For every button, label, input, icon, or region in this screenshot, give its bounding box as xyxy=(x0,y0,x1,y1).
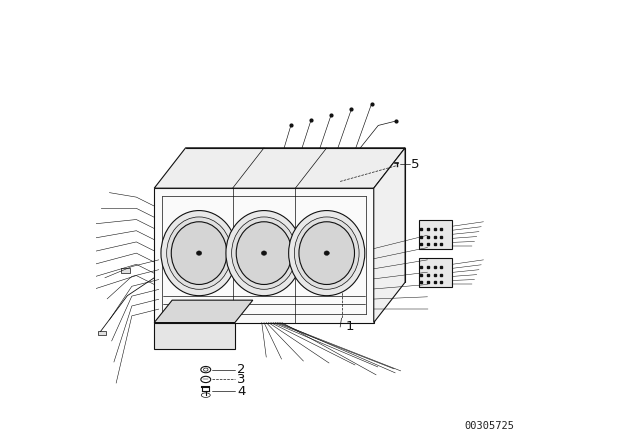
Text: 3: 3 xyxy=(237,373,246,386)
FancyBboxPatch shape xyxy=(99,331,106,335)
Polygon shape xyxy=(154,148,405,188)
Text: 5: 5 xyxy=(412,158,420,171)
Text: 4: 4 xyxy=(237,384,246,398)
FancyBboxPatch shape xyxy=(419,220,452,249)
Text: 1: 1 xyxy=(346,319,355,333)
FancyBboxPatch shape xyxy=(161,225,171,239)
Ellipse shape xyxy=(161,211,237,296)
Ellipse shape xyxy=(294,217,359,289)
Ellipse shape xyxy=(196,251,202,255)
FancyBboxPatch shape xyxy=(161,246,171,261)
Polygon shape xyxy=(154,188,374,323)
Ellipse shape xyxy=(232,217,296,289)
Ellipse shape xyxy=(166,217,232,289)
Polygon shape xyxy=(374,148,405,323)
FancyBboxPatch shape xyxy=(419,258,452,287)
Polygon shape xyxy=(154,300,253,323)
Polygon shape xyxy=(154,323,235,349)
Ellipse shape xyxy=(226,211,302,296)
Ellipse shape xyxy=(289,211,365,296)
Ellipse shape xyxy=(299,222,355,284)
Ellipse shape xyxy=(172,222,227,284)
FancyBboxPatch shape xyxy=(121,268,130,273)
FancyBboxPatch shape xyxy=(161,268,171,282)
Text: 2: 2 xyxy=(237,363,246,376)
Ellipse shape xyxy=(324,251,330,255)
Ellipse shape xyxy=(261,251,267,255)
Ellipse shape xyxy=(236,222,292,284)
Text: 00305725: 00305725 xyxy=(465,422,515,431)
